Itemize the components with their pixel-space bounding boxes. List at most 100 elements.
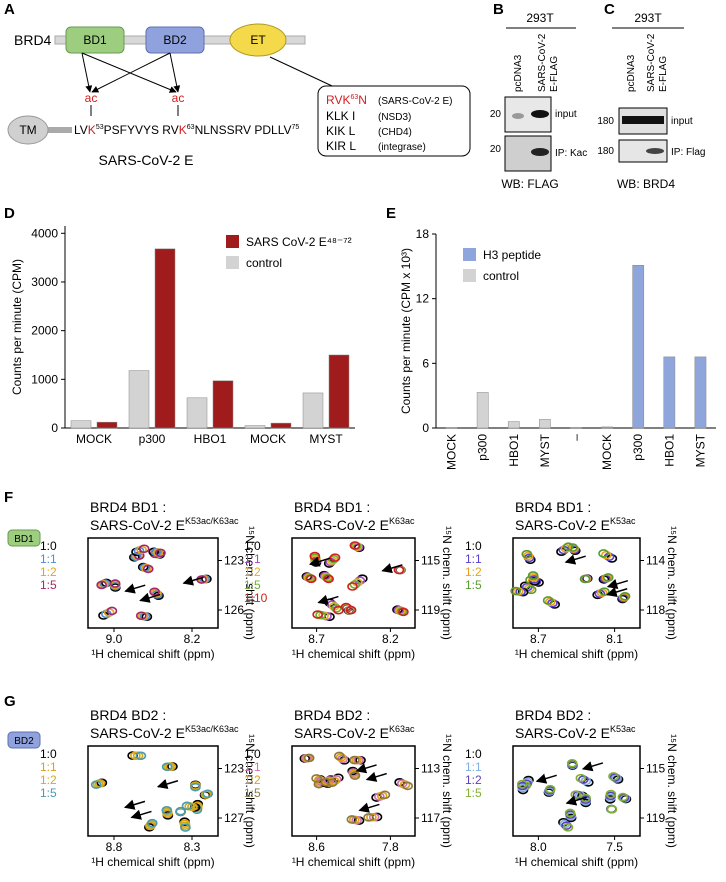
y-axis-label: ¹⁵N chem. shift (ppm) bbox=[665, 734, 679, 848]
x-tick-label: 8.0 bbox=[530, 840, 547, 854]
ratio-label: 1:1 bbox=[465, 760, 482, 774]
peak-contour bbox=[516, 779, 528, 789]
ratio-label: 1:1 bbox=[244, 760, 261, 774]
shift-arrow bbox=[564, 554, 586, 565]
ratio-label: 1:0 bbox=[40, 539, 57, 553]
x-tick-label: 8.2 bbox=[382, 632, 399, 646]
x-tick-label: MOCK bbox=[76, 432, 112, 446]
spectrum-title: BRD4 BD2 : bbox=[90, 707, 166, 723]
legend-swatch bbox=[226, 256, 239, 269]
bar bbox=[302, 392, 324, 429]
arrow bbox=[169, 52, 181, 93]
peak-contour bbox=[142, 564, 154, 574]
blot bbox=[618, 139, 668, 163]
peak-contour bbox=[109, 579, 121, 588]
band bbox=[622, 116, 664, 124]
tm-label: TM bbox=[19, 123, 36, 137]
ratio-label: 1:2 bbox=[244, 565, 261, 579]
peak-contour bbox=[605, 789, 617, 799]
peak-contour bbox=[598, 549, 609, 558]
peak-contour bbox=[322, 573, 333, 583]
panel-label: G bbox=[4, 693, 16, 710]
ratio-label: 1:1 bbox=[40, 552, 57, 566]
x-axis-label: ¹H chemical shift (ppm) bbox=[292, 647, 415, 661]
bar bbox=[328, 354, 350, 429]
x-tick-label: 8.6 bbox=[308, 840, 325, 854]
subtitle-superscript: K53ac/K63ac bbox=[185, 724, 239, 734]
peak-contour bbox=[333, 751, 345, 761]
wb-label: WB: FLAG bbox=[501, 177, 558, 191]
peak-contour bbox=[527, 571, 539, 580]
peak-contour bbox=[312, 610, 323, 619]
peak-contour bbox=[562, 823, 574, 832]
lane-label: E-FLAG bbox=[549, 56, 560, 92]
ratio-label: 1:0 bbox=[465, 747, 482, 761]
arrow bbox=[81, 52, 93, 93]
peak-contour bbox=[135, 611, 147, 621]
y-tick-label: 119 bbox=[421, 603, 440, 617]
x-axis-label: ¹H chemical shift (ppm) bbox=[292, 855, 415, 869]
x-axis-label: ¹H chemical shift (ppm) bbox=[515, 647, 638, 661]
peak-contour bbox=[333, 605, 344, 615]
motif-source: (NSD3) bbox=[378, 112, 411, 123]
ratio-label: 1:2 bbox=[465, 773, 482, 787]
peak-contour bbox=[303, 753, 315, 763]
shift-arrow bbox=[581, 761, 604, 772]
motif: KLK I bbox=[326, 109, 355, 123]
shift-arrow bbox=[130, 809, 152, 820]
y-axis-label: ¹⁵N chem. shift (ppm) bbox=[440, 734, 454, 848]
peak-contour bbox=[323, 574, 334, 584]
ratio-label: 1:10 bbox=[244, 591, 268, 605]
spectrum-title: BRD4 BD2 : bbox=[515, 707, 591, 723]
subtitle-superscript: K63ac bbox=[389, 724, 415, 734]
ratio-label: 1:2 bbox=[244, 773, 261, 787]
y-tick-label: 115 bbox=[421, 554, 440, 568]
y-tick-label: 113 bbox=[421, 762, 440, 776]
peak-contour bbox=[560, 544, 572, 553]
y-tick-label: 114 bbox=[646, 554, 665, 568]
subtitle-superscript: K53ac/K63ac bbox=[185, 516, 239, 526]
bd2-domain bbox=[145, 26, 205, 54]
motif-position: 63 bbox=[350, 94, 358, 101]
x-tick-label: 8.3 bbox=[184, 840, 201, 854]
x-tick-label: MYST bbox=[309, 432, 343, 446]
y-tick-label: 115 bbox=[646, 762, 665, 776]
x-tick-label: HBO1 bbox=[507, 434, 521, 467]
domain-tag-label: BD2 bbox=[14, 736, 34, 747]
peak-contour bbox=[379, 790, 391, 800]
peak-contour bbox=[161, 805, 173, 815]
peak-contour bbox=[106, 606, 118, 616]
x-tick-label: HBO1 bbox=[662, 434, 676, 467]
peak-contour bbox=[619, 591, 631, 601]
motif-source: (integrase) bbox=[378, 142, 426, 153]
spectrum-subtitle: SARS-CoV-2 EK63ac bbox=[294, 516, 415, 533]
y-tick-label: 118 bbox=[646, 603, 665, 617]
peak-contour bbox=[96, 580, 107, 590]
peak-contour bbox=[349, 541, 361, 550]
seq-part: LV bbox=[74, 123, 88, 137]
bar bbox=[186, 397, 208, 429]
peak-contour bbox=[305, 574, 317, 584]
peak-contour bbox=[563, 542, 574, 552]
ratio-label: 1:0 bbox=[465, 539, 482, 553]
y-tick-label: 126 bbox=[224, 603, 244, 617]
peak-contour bbox=[190, 782, 201, 792]
y-tick-label: 0 bbox=[51, 421, 58, 435]
ratio-label: 1:5 bbox=[244, 786, 261, 800]
caption: SARS-CoV-2 E bbox=[99, 152, 194, 168]
y-axis-label: Counts per minute (CPM x 10³) bbox=[399, 248, 413, 414]
y-tick-label: 117 bbox=[421, 811, 440, 825]
peak-contour bbox=[321, 572, 332, 582]
legend-swatch bbox=[463, 269, 476, 282]
bar bbox=[694, 356, 707, 429]
tm-domain bbox=[7, 115, 49, 145]
y-tick-label: 119 bbox=[646, 811, 665, 825]
lane-label: pcDNA3 bbox=[513, 54, 524, 92]
domain-tag bbox=[7, 731, 41, 749]
peak-contour bbox=[103, 608, 115, 617]
peak-contour bbox=[175, 806, 186, 816]
peak-contour bbox=[326, 778, 338, 788]
panel-label: F bbox=[4, 489, 13, 506]
ratio-label: 1:2 bbox=[40, 565, 57, 579]
y-tick-label: 0 bbox=[422, 421, 429, 435]
